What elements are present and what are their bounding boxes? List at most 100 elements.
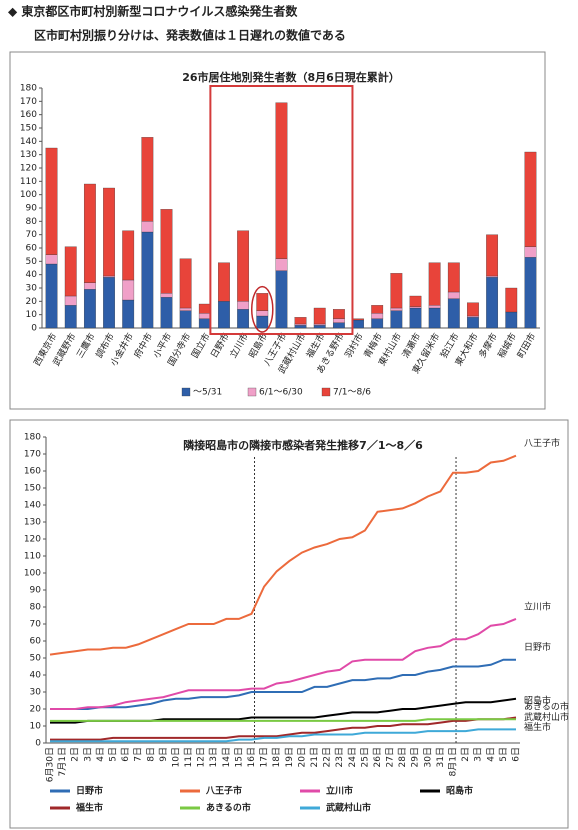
legend-label: ～5/31: [193, 388, 222, 398]
x-tick-label: 31日: [435, 747, 446, 767]
y-tick-label: 120: [20, 164, 37, 174]
x-tick-label: 4日: [95, 747, 106, 762]
legend-label: 八王子市: [205, 785, 242, 797]
x-tick-label: 14日: [221, 747, 232, 767]
bar-segment: [83, 289, 96, 329]
bar-segment: [294, 325, 307, 329]
y-tick-label: 160: [24, 467, 41, 477]
bar-segment: [409, 307, 422, 329]
x-tick-label: 29日: [410, 747, 421, 767]
y-tick-label: 110: [24, 552, 41, 562]
bar-segment: [371, 305, 384, 314]
y-tick-label: 0: [31, 324, 37, 334]
y-tick-label: 70: [26, 230, 38, 240]
y-tick-label: 170: [20, 97, 37, 107]
y-tick-label: 30: [30, 688, 42, 698]
bar-segment: [332, 309, 345, 319]
bar-segment: [83, 282, 96, 290]
legend-swatch: [321, 387, 331, 397]
y-tick-label: 70: [30, 620, 42, 630]
y-tick-label: 90: [30, 586, 42, 596]
bar-segment: [122, 299, 135, 329]
y-tick-label: 20: [30, 705, 42, 715]
series-line: [50, 718, 516, 722]
end-label: 八王子市: [524, 437, 560, 449]
header-note: 区市町村別振り分けは、発表数値は１日遅れの数値である: [34, 28, 346, 43]
legend-swatch: [181, 387, 191, 397]
x-tick-label: 町田市: [514, 331, 538, 360]
y-tick-label: 160: [20, 110, 37, 120]
x-tick-label: 8日: [145, 747, 156, 762]
highlight-ellipse: [250, 285, 274, 333]
x-tick-label: 10日: [170, 747, 181, 767]
x-tick-label: 8月1日: [448, 747, 459, 776]
y-tick-label: 0: [35, 739, 41, 749]
x-tick-label: 21日: [309, 747, 320, 767]
x-tick-label: 15日: [233, 747, 244, 767]
bar-segment: [428, 307, 441, 329]
bar-segment: [122, 279, 135, 301]
bar-segment: [352, 318, 364, 321]
end-label: 立川市: [524, 600, 551, 612]
bar-segment: [371, 313, 384, 319]
y-tick-label: 100: [20, 190, 37, 200]
bar-segment: [409, 306, 422, 309]
y-tick-label: 110: [20, 177, 37, 187]
x-tick-label: 5日: [107, 747, 118, 762]
y-tick-label: 170: [24, 450, 41, 460]
bar-segment: [505, 287, 518, 313]
bar-segment: [294, 317, 307, 325]
y-tick-label: 120: [24, 535, 41, 545]
bar-segment: [524, 257, 537, 329]
bar-segment: [160, 209, 173, 294]
x-tick-label: 16日: [246, 747, 257, 767]
bar-segment: [122, 230, 135, 281]
bar-segment: [45, 147, 58, 255]
x-tick-label: 11日: [183, 747, 194, 767]
bar-segment: [467, 315, 479, 318]
y-tick-label: 180: [20, 84, 37, 94]
bar-segment: [179, 307, 192, 311]
x-tick-label: 17日: [259, 747, 270, 767]
y-tick-label: 10: [30, 722, 42, 732]
end-label: 昭島市: [524, 694, 551, 706]
x-tick-label: 5日: [498, 747, 509, 762]
bar-segment: [275, 270, 288, 329]
bar-segment: [275, 258, 288, 271]
y-tick-label: 100: [24, 569, 41, 579]
y-tick-label: 50: [26, 257, 38, 267]
x-tick-label: 20日: [296, 747, 307, 767]
bar-segment: [160, 297, 173, 329]
legend-label: 日野市: [76, 785, 103, 797]
bar-segment: [256, 310, 269, 317]
chart-frame: [9, 51, 546, 410]
y-tick-label: 30: [26, 284, 38, 294]
bar-segment: [428, 262, 441, 306]
y-tick-label: 10: [26, 310, 38, 320]
bar-segment: [409, 295, 422, 307]
y-tick-label: 130: [20, 150, 37, 160]
bar-segment: [447, 262, 460, 293]
x-tick-label: 7月1日: [57, 747, 68, 776]
bar-segment: [141, 221, 154, 233]
y-tick-label: 80: [26, 217, 38, 227]
legend-label: あきるの市: [206, 802, 251, 814]
bar-segment: [83, 183, 96, 283]
x-tick-label: 3日: [82, 747, 93, 762]
bar-segment: [198, 313, 211, 319]
y-tick-label: 60: [30, 637, 42, 647]
bar-segment: [447, 298, 460, 329]
bar-segment: [447, 291, 460, 299]
bar-segment: [390, 310, 403, 329]
chart-title: 26市居住地別発生者数（8月6日現在累計）: [182, 70, 400, 84]
bar-segment: [486, 277, 499, 329]
x-tick-label: 22日: [322, 747, 333, 767]
x-tick-label: 2日: [460, 747, 471, 762]
y-tick-label: 40: [30, 671, 42, 681]
y-tick-label: 60: [26, 244, 38, 254]
bar-segment: [237, 230, 250, 302]
y-tick-label: 40: [26, 270, 38, 280]
bar-segment: [218, 262, 230, 302]
x-tick-label: 30日: [422, 747, 433, 767]
